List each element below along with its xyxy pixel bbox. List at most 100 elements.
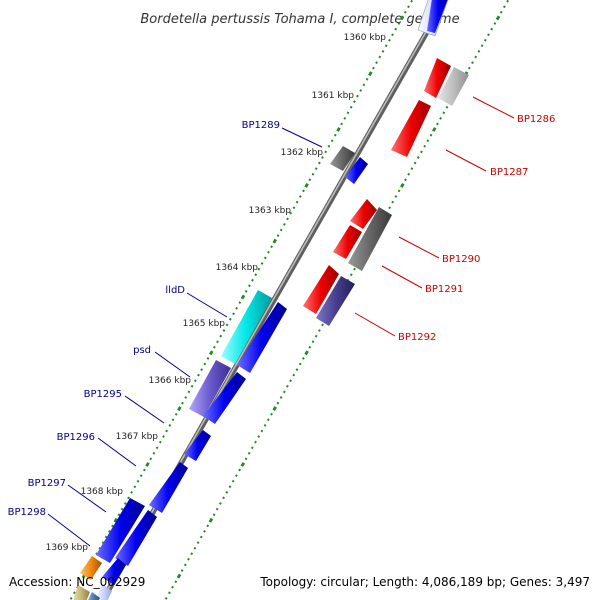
- scale-tick: [349, 273, 353, 277]
- scale-tick: [206, 357, 210, 360]
- gene-label[interactable]: BP1298: [8, 507, 46, 518]
- scale-tick: [474, 55, 478, 59]
- scale-label: 1360 kbp: [344, 33, 387, 43]
- gene-blue-2[interactable]: [203, 372, 246, 424]
- scale-tick: [327, 144, 331, 148]
- gene-label[interactable]: BP1295: [84, 389, 122, 400]
- scale-tick: [410, 0, 413, 3]
- accession-text: Accession: NC_002929: [9, 575, 145, 589]
- scale-tick: [314, 334, 318, 338]
- reverse-strand-genes: [72, 146, 368, 600]
- scale-tick: [263, 256, 267, 260]
- scale-tick: [257, 267, 261, 271]
- scale-tick: [423, 144, 427, 148]
- scale-tick: [330, 139, 334, 143]
- gene-BP1286-pseudo[interactable]: [438, 67, 469, 106]
- gene-BP1289[interactable]: [345, 157, 368, 184]
- scale-label: 1369 kbp: [46, 543, 89, 553]
- scale-tick: [73, 591, 76, 595]
- scale-tick: [318, 329, 321, 332]
- scale-tick: [123, 502, 127, 505]
- scale-tick: [113, 517, 118, 523]
- gene-label[interactable]: psd: [133, 345, 151, 356]
- label-leaders: [47, 96, 515, 547]
- scale-tick: [407, 172, 411, 176]
- gene-BP1295[interactable]: [184, 430, 211, 461]
- scale-tick: [260, 262, 264, 265]
- scale-tick: [321, 323, 324, 327]
- gene-label[interactable]: BP1289: [242, 120, 280, 131]
- scale-tick: [200, 368, 203, 371]
- scale-tick: [298, 362, 302, 366]
- scale-tick: [353, 267, 356, 271]
- topology-text: Topology: circular; Length: 4,086,189 bp…: [259, 575, 590, 589]
- gene-BP1291[interactable]: [348, 207, 392, 271]
- gene-orange[interactable]: [80, 556, 102, 580]
- gene-label[interactable]: BP1286: [517, 114, 555, 125]
- scale-tick: [215, 507, 219, 511]
- scale-tick: [499, 10, 503, 14]
- scale-tick: [145, 462, 150, 467]
- gene-BP1296[interactable]: [149, 462, 188, 513]
- gene-lldD[interactable]: [221, 290, 272, 364]
- scale-tick: [343, 117, 347, 120]
- gene-label[interactable]: BP1291: [425, 284, 463, 295]
- scale-tick: [231, 479, 235, 483]
- scale-tick: [248, 284, 251, 288]
- scale-tick: [397, 189, 401, 193]
- gene-label[interactable]: BP1287: [490, 167, 528, 178]
- gene-tan[interactable]: [72, 585, 90, 600]
- scale-tick: [346, 111, 350, 115]
- gene-BP1292-red[interactable]: [303, 265, 339, 314]
- scale-tick: [279, 396, 283, 399]
- scale-tick: [193, 546, 197, 550]
- scale-tick: [276, 234, 280, 237]
- scale-tick: [289, 379, 292, 383]
- scale-tick: [254, 273, 258, 277]
- scale-tick: [193, 379, 197, 383]
- scale-tick: [263, 424, 267, 427]
- gene-blue-3[interactable]: [102, 558, 126, 585]
- scale-tick: [483, 38, 487, 42]
- scale-tick: [272, 406, 277, 412]
- scale-tick: [276, 401, 280, 405]
- scale-tick: [208, 350, 214, 356]
- scale-tick: [190, 552, 194, 556]
- gene-BP1297[interactable]: [96, 498, 145, 563]
- gene-steel[interactable]: [86, 592, 100, 600]
- scale-tick: [407, 5, 410, 9]
- scale-tick: [295, 200, 299, 204]
- gene-label[interactable]: BP1296: [57, 432, 95, 443]
- gene-BP1290-b[interactable]: [333, 225, 362, 259]
- gene-BP1286[interactable]: [424, 58, 451, 98]
- scale-tick: [365, 77, 369, 81]
- gene-label[interactable]: BP1290: [442, 254, 480, 265]
- scale-tick: [120, 507, 124, 511]
- scale-tick: [471, 61, 474, 64]
- scale-tick: [235, 474, 238, 477]
- genome-backbone: [99, 0, 449, 600]
- gene-BP1298[interactable]: [115, 510, 157, 566]
- gene-BP1290-a[interactable]: [350, 199, 377, 229]
- gene-BP1287[interactable]: [391, 100, 431, 157]
- gene-label[interactable]: BP1297: [28, 478, 66, 489]
- scale-tick: [139, 474, 143, 477]
- forward-strand-genes: [303, 0, 469, 326]
- gene-blue-1[interactable]: [237, 302, 287, 373]
- gene-labels-right: BP1286 BP1287 BP1290 BP1291 BP1292: [398, 114, 555, 343]
- gene-BP1292[interactable]: [316, 276, 355, 326]
- gene-pale[interactable]: [94, 584, 112, 600]
- gene-arrow[interactable]: [427, 0, 449, 33]
- gene-BP1289-grey[interactable]: [330, 146, 355, 171]
- gene-label[interactable]: lldD: [165, 285, 185, 296]
- scale-tick: [506, 0, 509, 3]
- scale-tick: [143, 468, 146, 472]
- map-title: Bordetella pertussis Tohama I, complete …: [140, 12, 459, 27]
- gene-label[interactable]: BP1292: [398, 332, 436, 343]
- scale-tick: [429, 133, 433, 137]
- scale-tick: [372, 66, 375, 70]
- gene-psd[interactable]: [189, 360, 231, 417]
- scale-tick: [208, 517, 214, 523]
- scale-labels: 1360 kbp 1361 kbp 1362 kbp 1363 kbp 1364…: [46, 33, 387, 553]
- scale-tick: [181, 401, 184, 405]
